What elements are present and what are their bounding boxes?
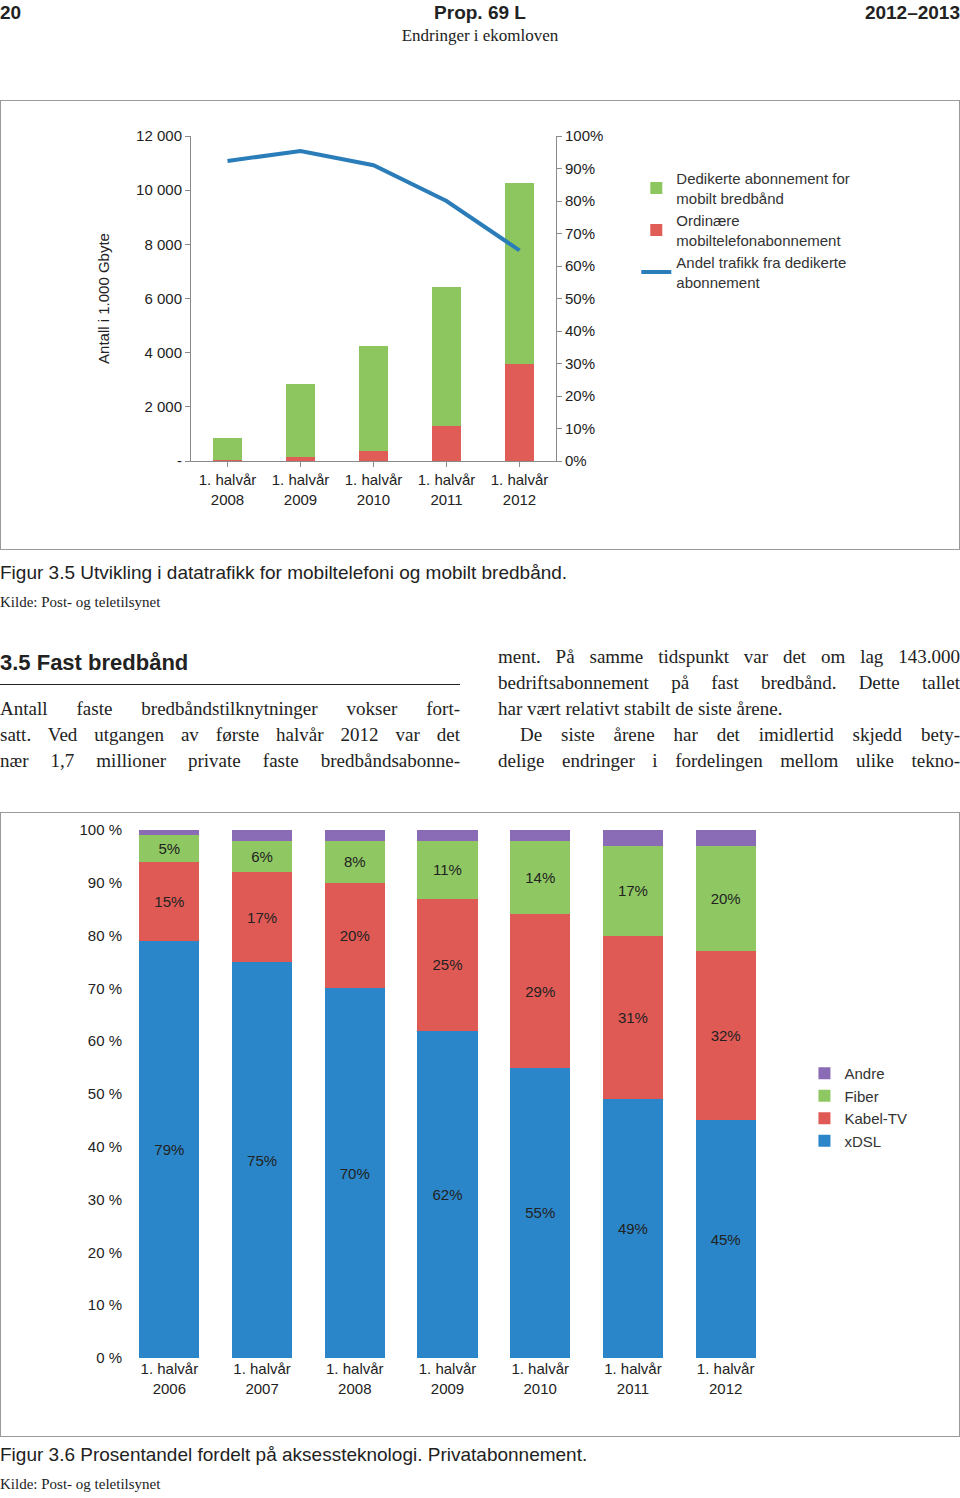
svg-text:2 000: 2 000 — [144, 398, 182, 415]
svg-text:6%: 6% — [251, 848, 273, 865]
svg-text:15%: 15% — [154, 893, 184, 910]
html-text:bedriftsabonnement på fast bre: bedriftsabonnement på fast bredbånd. Det… — [498, 672, 960, 693]
svg-text:Antall i 1.000 Gbyte: Antall i 1.000 Gbyte — [95, 233, 112, 364]
svg-text:1. halvår2010: 1. halvår2010 — [345, 471, 403, 508]
svg-text:60 %: 60 % — [88, 1032, 122, 1049]
svg-text:0 %: 0 % — [96, 1349, 122, 1366]
svg-text:50 %: 50 % — [88, 1085, 122, 1102]
svg-text:11%: 11% — [433, 861, 462, 878]
html-text:Kilde: Post- og teletilsynet: Kilde: Post- og teletilsynet — [0, 594, 161, 610]
svg-text:1. halvår2010: 1. halvår2010 — [511, 1360, 569, 1397]
svg-text:12 000: 12 000 — [136, 127, 182, 144]
svg-text:30%: 30% — [565, 355, 595, 372]
html-text:3.5 Fast bredbånd: 3.5 Fast bredbånd — [0, 650, 189, 675]
svg-text:17%: 17% — [247, 909, 277, 926]
svg-text:62%: 62% — [432, 1186, 462, 1203]
svg-text:40 %: 40 % — [88, 1138, 122, 1155]
svg-text:70 %: 70 % — [88, 980, 122, 997]
svg-text:45%: 45% — [711, 1231, 741, 1248]
svg-text:1. halvår2008: 1. halvår2008 — [326, 1360, 384, 1397]
svg-text:10 %: 10 % — [88, 1296, 122, 1313]
svg-text:Andre: Andre — [844, 1065, 884, 1082]
svg-text:90%: 90% — [565, 160, 595, 177]
html-text:Figur 3.5 Utvikling i datatraf: Figur 3.5 Utvikling i datatrafikk for mo… — [0, 562, 568, 583]
svg-text:31%: 31% — [618, 1009, 648, 1026]
svg-text:1. halvår2007: 1. halvår2007 — [233, 1360, 291, 1397]
svg-text:1. halvår2011: 1. halvår2011 — [418, 471, 476, 508]
svg-text:5%: 5% — [159, 840, 181, 857]
svg-text:20%: 20% — [565, 387, 595, 404]
svg-text:1. halvår2012: 1. halvår2012 — [697, 1360, 755, 1397]
svg-text:80%: 80% — [565, 192, 595, 209]
html-text:De siste årene har det imidler: De siste årene har det imidlertid skjedd… — [520, 724, 960, 745]
html-text:Endringer i ekomloven: Endringer i ekomloven — [401, 26, 559, 45]
svg-text:10%: 10% — [565, 420, 595, 437]
svg-text:90 %: 90 % — [88, 874, 122, 891]
html-text:Prop. 69 L: Prop. 69 L — [434, 2, 526, 23]
svg-text:4 000: 4 000 — [144, 344, 182, 361]
html-text:nær 1,7 millioner private fast: nær 1,7 millioner private faste bredbånd… — [0, 750, 460, 771]
svg-text:8%: 8% — [344, 853, 366, 870]
svg-text:30 %: 30 % — [88, 1191, 122, 1208]
svg-text:50%: 50% — [565, 290, 595, 307]
svg-text:70%: 70% — [340, 1165, 370, 1182]
svg-text:1. halvår2009: 1. halvår2009 — [272, 471, 330, 508]
html-text:Figur 3.6 Prosentandel fordelt: Figur 3.6 Prosentandel fordelt på aksess… — [0, 1444, 588, 1465]
svg-text:1. halvår2008: 1. halvår2008 — [199, 471, 257, 508]
svg-text:17%: 17% — [618, 882, 648, 899]
svg-text:55%: 55% — [525, 1204, 555, 1221]
html-text:ment. På samme tidspunkt var d: ment. På samme tidspunkt var det om lag … — [498, 646, 960, 667]
svg-text:0%: 0% — [565, 452, 587, 469]
svg-text:1. halvår2011: 1. halvår2011 — [604, 1360, 662, 1397]
html-text:Kilde: Post- og teletilsynet: Kilde: Post- og teletilsynet — [0, 1476, 161, 1492]
svg-text:10 000: 10 000 — [136, 181, 182, 198]
html-text:har vært relativt stabilt de s: har vært relativt stabilt de siste årene… — [498, 698, 783, 719]
svg-text:Kabel-TV: Kabel-TV — [844, 1110, 907, 1127]
html-text:20: 20 — [0, 2, 22, 23]
svg-text:75%: 75% — [247, 1152, 277, 1169]
svg-text:25%: 25% — [432, 956, 462, 973]
svg-text:1. halvår2006: 1. halvår2006 — [141, 1360, 199, 1397]
svg-text:Andel trafikk fra dedikerteabo: Andel trafikk fra dedikerteabonnement — [676, 254, 846, 291]
svg-text:Dedikerte abonnement formobilt: Dedikerte abonnement formobilt bredbånd — [676, 170, 849, 207]
svg-text:100 %: 100 % — [79, 821, 122, 838]
svg-text:8 000: 8 000 — [144, 236, 182, 253]
svg-text:1. halvår2012: 1. halvår2012 — [491, 471, 549, 508]
svg-text:100%: 100% — [565, 127, 603, 144]
html-text:Antall faste bredbåndstilknytn: Antall faste bredbåndstilknytninger voks… — [0, 698, 460, 719]
svg-text:70%: 70% — [565, 225, 595, 242]
svg-text:20%: 20% — [711, 890, 741, 907]
svg-text:32%: 32% — [711, 1027, 741, 1044]
svg-text:20%: 20% — [340, 927, 370, 944]
svg-text:6 000: 6 000 — [144, 290, 182, 307]
svg-text:-: - — [177, 452, 182, 469]
svg-text:20 %: 20 % — [88, 1244, 122, 1261]
svg-text:79%: 79% — [154, 1141, 184, 1158]
svg-text:14%: 14% — [525, 869, 555, 886]
html-text:2012–2013: 2012–2013 — [864, 2, 960, 23]
svg-text:40%: 40% — [565, 322, 595, 339]
svg-text:Ordinæremobiltelefonabonnement: Ordinæremobiltelefonabonnement — [676, 212, 841, 249]
svg-text:29%: 29% — [525, 983, 555, 1000]
html-text:satt. Ved utgangen av første h: satt. Ved utgangen av første halvår 2012… — [0, 724, 460, 745]
svg-text:49%: 49% — [618, 1220, 648, 1237]
svg-text:1. halvår2009: 1. halvår2009 — [419, 1360, 477, 1397]
svg-text:Fiber: Fiber — [844, 1088, 878, 1105]
svg-text:80 %: 80 % — [88, 927, 122, 944]
svg-text:60%: 60% — [565, 257, 595, 274]
html-text:delige endringer i fordelingen: delige endringer i fordelingen mellom ul… — [498, 750, 960, 771]
svg-text:xDSL: xDSL — [844, 1133, 881, 1150]
